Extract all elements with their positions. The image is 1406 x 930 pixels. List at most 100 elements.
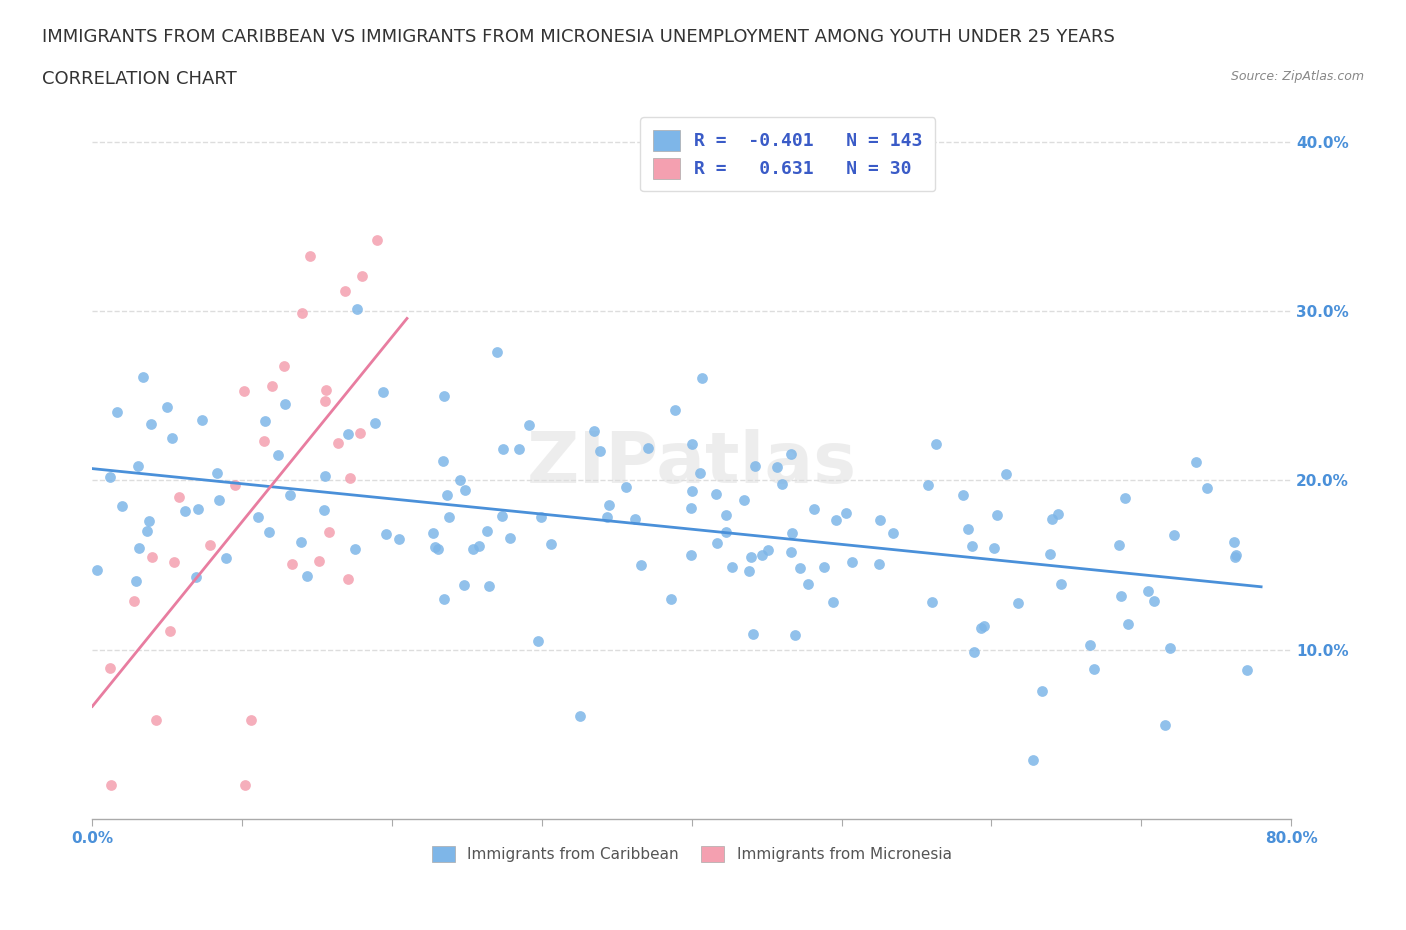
Point	[273, 358, 295, 373]
Point	[432, 454, 454, 469]
Point	[690, 370, 713, 385]
Point	[963, 644, 986, 659]
Point	[1225, 550, 1247, 565]
Point	[257, 525, 280, 539]
Point	[783, 628, 806, 643]
Point	[614, 480, 637, 495]
Point	[983, 540, 1005, 555]
Point	[995, 466, 1018, 481]
Point	[260, 379, 283, 393]
Point	[624, 512, 647, 526]
Point	[318, 525, 340, 539]
Point	[491, 508, 513, 523]
Point	[744, 458, 766, 473]
Point	[375, 526, 398, 541]
Text: CORRELATION CHART: CORRELATION CHART	[42, 70, 238, 87]
Point	[433, 389, 456, 404]
Point	[131, 370, 153, 385]
Point	[917, 477, 939, 492]
Point	[145, 712, 167, 727]
Point	[281, 556, 304, 571]
Point	[111, 498, 134, 513]
Point	[200, 538, 222, 552]
Point	[716, 508, 738, 523]
Point	[187, 501, 209, 516]
Point	[925, 436, 948, 451]
Point	[637, 441, 659, 456]
Point	[184, 569, 207, 584]
Point	[1050, 577, 1073, 591]
Point	[742, 627, 765, 642]
Point	[427, 542, 450, 557]
Point	[240, 713, 263, 728]
Text: Source: ZipAtlas.com: Source: ZipAtlas.com	[1230, 70, 1364, 83]
Point	[789, 561, 811, 576]
Point	[1154, 718, 1177, 733]
Point	[986, 508, 1008, 523]
Point	[366, 232, 388, 247]
Point	[770, 476, 793, 491]
Point	[1116, 617, 1139, 631]
Point	[1083, 661, 1105, 676]
Point	[813, 559, 835, 574]
Point	[364, 415, 387, 430]
Point	[1136, 583, 1159, 598]
Point	[869, 556, 891, 571]
Point	[779, 544, 801, 559]
Point	[1040, 512, 1063, 526]
Point	[122, 593, 145, 608]
Point	[797, 577, 820, 591]
Point	[105, 405, 128, 419]
Point	[841, 554, 863, 569]
Point	[869, 512, 891, 527]
Point	[630, 558, 652, 573]
Point	[468, 538, 491, 553]
Point	[278, 487, 301, 502]
Point	[100, 777, 122, 792]
Point	[659, 591, 682, 606]
Point	[127, 458, 149, 473]
Point	[588, 444, 610, 458]
Point	[174, 503, 197, 518]
Point	[339, 471, 361, 485]
Point	[253, 433, 276, 448]
Point	[297, 568, 319, 583]
Point	[86, 563, 108, 578]
Point	[704, 486, 727, 501]
Point	[681, 548, 703, 563]
Point	[159, 624, 181, 639]
Point	[98, 470, 121, 485]
Point	[160, 431, 183, 445]
Point	[721, 560, 744, 575]
Point	[352, 268, 374, 283]
Point	[492, 442, 515, 457]
Point	[952, 487, 974, 502]
Point	[136, 524, 159, 538]
Point	[751, 548, 773, 563]
Point	[780, 525, 803, 540]
Point	[128, 540, 150, 555]
Point	[224, 477, 246, 492]
Point	[1163, 528, 1185, 543]
Point	[346, 301, 368, 316]
Point	[1159, 641, 1181, 656]
Point	[486, 345, 509, 360]
Point	[1223, 535, 1246, 550]
Point	[454, 483, 477, 498]
Point	[439, 510, 461, 525]
Point	[679, 500, 702, 515]
Point	[169, 489, 191, 504]
Point	[540, 537, 562, 551]
Point	[1080, 638, 1102, 653]
Point	[508, 441, 530, 456]
Point	[970, 620, 993, 635]
Point	[207, 492, 229, 507]
Point	[1236, 663, 1258, 678]
Point	[314, 393, 336, 408]
Point	[499, 531, 522, 546]
Point	[596, 510, 619, 525]
Point	[821, 595, 844, 610]
Point	[478, 579, 501, 594]
Point	[98, 660, 121, 675]
Point	[344, 541, 367, 556]
